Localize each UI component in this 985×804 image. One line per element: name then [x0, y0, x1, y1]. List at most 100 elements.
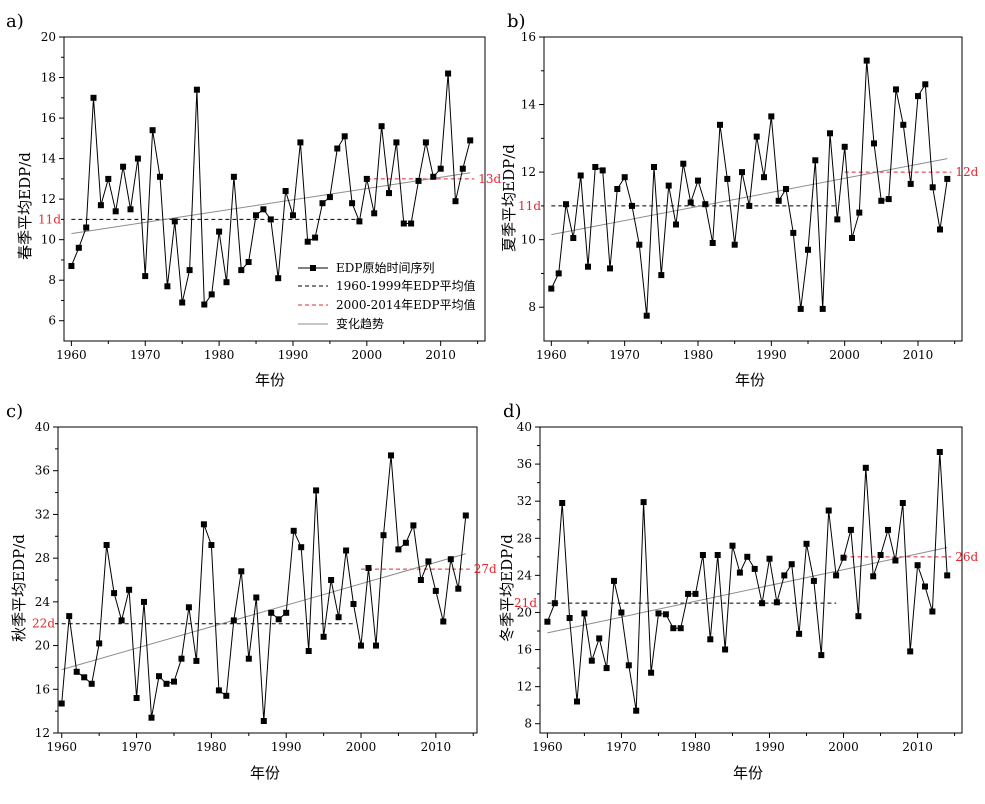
y-tick-label: 14 — [521, 98, 537, 112]
data-point — [702, 201, 709, 208]
data-point — [148, 714, 155, 721]
y-tick-label: 20 — [517, 605, 532, 619]
data-point — [625, 662, 632, 669]
plot-area: 12 16 20 24 28 32 36 40 1960 1970 1980 1990 2000 2010… — [32, 420, 497, 754]
panel-label: d) — [503, 401, 522, 422]
data-point — [629, 202, 635, 209]
data-point — [304, 238, 311, 245]
panel-a: a) 春季平均EDP/d 年份 6 8 10 12 14 16 18 20 1960 1970 19… — [6, 11, 501, 389]
data-point — [378, 123, 385, 130]
data-point — [253, 212, 259, 219]
y-axis-label: 春季平均EDP/d — [16, 152, 34, 260]
data-point — [356, 218, 363, 225]
x-axis-label: 年份 — [735, 371, 765, 389]
y-tick-label: 8 — [528, 300, 536, 314]
data-point — [551, 600, 558, 607]
data-point — [105, 175, 112, 182]
data-point — [365, 565, 372, 571]
data-point — [335, 614, 342, 621]
data-point — [179, 299, 186, 306]
y-tick-label: 16 — [521, 30, 536, 44]
data-point — [936, 449, 943, 455]
y-tick-label: 14 — [41, 152, 57, 166]
data-point — [417, 577, 424, 583]
data-point — [320, 633, 327, 640]
data-point — [871, 140, 877, 147]
plot-frame — [57, 426, 478, 734]
data-point — [223, 692, 230, 699]
data-point — [603, 665, 610, 672]
data-point — [929, 184, 936, 191]
data-point — [662, 611, 669, 618]
data-point — [408, 220, 415, 227]
data-point — [298, 544, 305, 551]
avg-label-early: 21d — [514, 596, 537, 610]
data-point — [410, 522, 417, 529]
x-tick-label: 2010 — [903, 348, 934, 362]
data-point — [312, 234, 319, 241]
data-point — [834, 216, 841, 223]
data-point — [877, 552, 884, 558]
data-point — [781, 572, 788, 579]
trend-line — [551, 158, 948, 236]
data-point — [358, 642, 364, 649]
avg-label-early: 11d — [38, 212, 61, 226]
legend-item: 2000-2014年EDP平均值 — [336, 297, 476, 312]
y-tick-label: 16 — [41, 111, 56, 125]
data-point — [870, 573, 877, 580]
x-tick-label: 2000 — [829, 348, 860, 362]
x-tick-label: 2010 — [421, 740, 452, 754]
data-point — [658, 272, 665, 279]
data-point — [437, 165, 444, 172]
y-tick-label: 10 — [41, 233, 56, 247]
legend-item: 变化趋势 — [336, 316, 384, 331]
data-point — [459, 165, 466, 172]
x-axis-label: 年份 — [250, 764, 280, 782]
data-point — [944, 572, 951, 579]
data-point — [373, 642, 379, 649]
data-point — [185, 604, 192, 611]
data-point — [253, 594, 260, 601]
x-axis-label: 年份 — [733, 764, 763, 782]
data-point — [818, 652, 825, 659]
data-point — [825, 507, 832, 514]
y-tick-label: 12 — [521, 165, 536, 179]
data-point — [640, 499, 647, 506]
data-point — [588, 657, 595, 664]
data-point — [142, 273, 149, 280]
data-point — [75, 244, 82, 251]
data-point — [687, 199, 694, 206]
data-point — [193, 657, 200, 664]
series-line — [61, 455, 467, 722]
x-tick-label: 1990 — [271, 740, 302, 754]
data-point — [305, 648, 312, 654]
x-tick-label: 1970 — [130, 348, 161, 362]
data-point — [208, 291, 215, 298]
x-tick-label: 1960 — [536, 348, 567, 362]
y-tick-label: 24 — [517, 568, 533, 582]
data-point — [944, 175, 951, 182]
data-point — [596, 635, 603, 642]
data-point — [796, 630, 803, 637]
data-point — [797, 305, 804, 312]
data-point — [633, 707, 640, 714]
data-point — [614, 186, 621, 192]
data-point — [673, 221, 679, 228]
x-tick-label: 1970 — [606, 740, 637, 754]
data-point — [111, 590, 118, 597]
panel-d: d) 冬季平均EDP/d 年份 8 12 16 20 24 28 32 36 40 1960 197… — [498, 401, 978, 782]
data-point — [819, 305, 826, 312]
data-point — [395, 546, 402, 553]
data-point — [171, 678, 177, 685]
plot-frame — [63, 36, 486, 342]
data-point — [574, 698, 580, 705]
data-point — [245, 655, 252, 662]
data-point — [282, 188, 289, 194]
data-point — [841, 143, 848, 150]
data-point — [648, 669, 655, 676]
data-point — [599, 167, 606, 174]
data-point — [761, 174, 767, 181]
x-axis-label: 年份 — [255, 371, 285, 389]
data-point — [290, 212, 296, 219]
data-point — [805, 246, 811, 253]
